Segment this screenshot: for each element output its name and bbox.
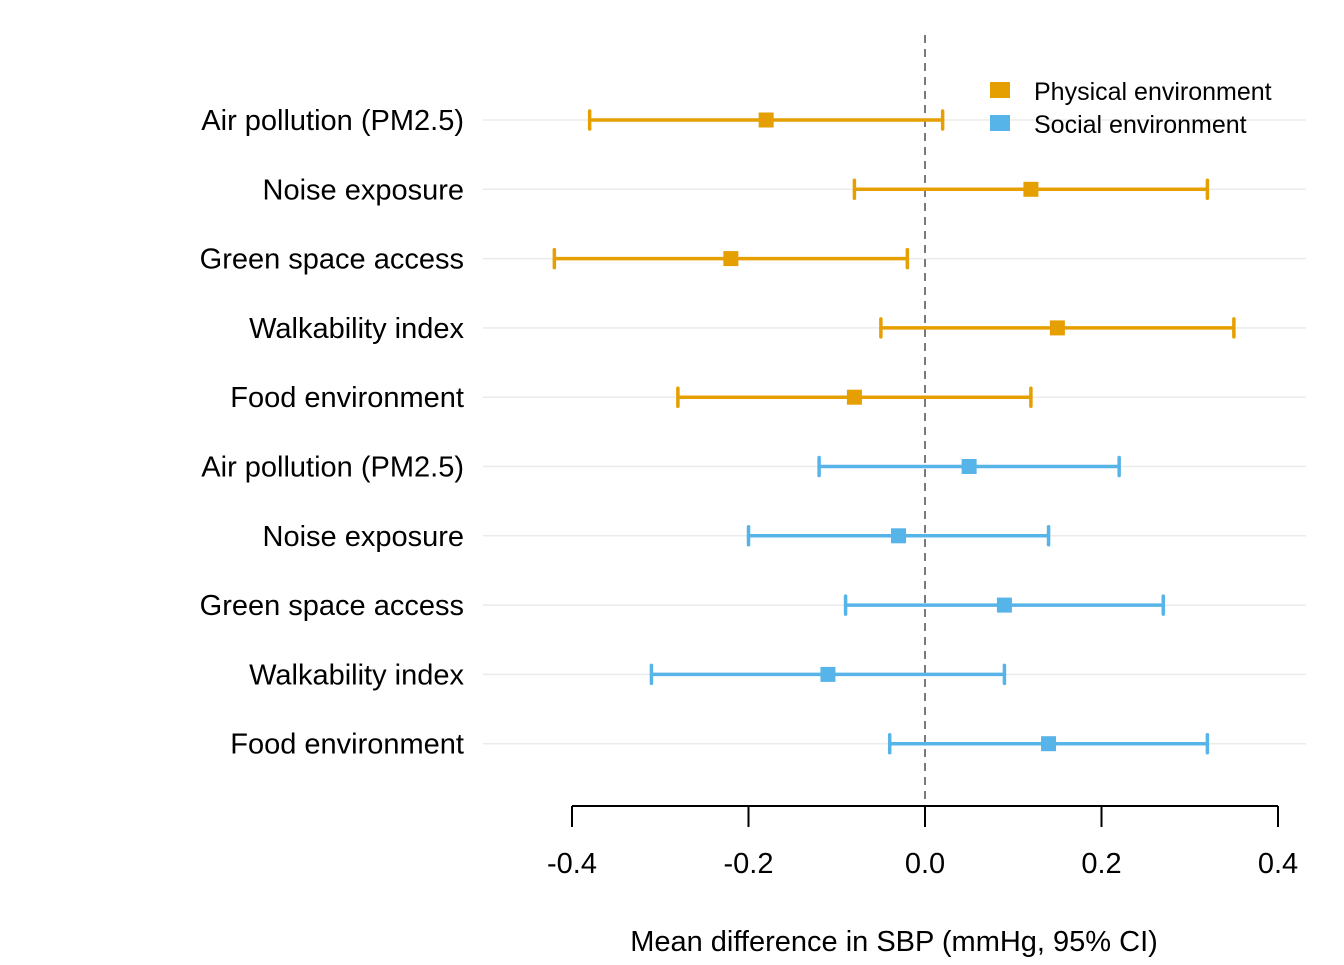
y-axis-label: Green space access: [200, 590, 464, 622]
x-tick-label: 0.0: [905, 848, 945, 880]
y-axis-label: Noise exposure: [263, 174, 465, 206]
estimate-row: [852, 178, 1210, 201]
x-tick-label: 0.2: [1081, 848, 1121, 880]
legend-item: Social environment: [990, 111, 1247, 139]
estimate-rows: [552, 109, 1236, 755]
x-tick-label: 0.4: [1258, 848, 1298, 880]
point-estimate: [996, 597, 1012, 613]
y-axis-labels: Air pollution (PM2.5) Noise exposure Green…: [200, 105, 465, 761]
estimate-row: [649, 663, 1007, 686]
estimate-row: [676, 386, 1033, 408]
y-axis-label: Walkability index: [249, 659, 464, 691]
legend-swatch: [990, 82, 1010, 98]
y-axis-label: Noise exposure: [263, 521, 465, 553]
legend: Physical environment Social environment: [990, 78, 1272, 139]
y-axis-label: Food environment: [230, 382, 464, 414]
point-estimate: [1041, 736, 1057, 752]
estimate-row: [817, 455, 1121, 478]
legend-label: Social environment: [1034, 111, 1247, 139]
x-tick-label: -0.2: [724, 848, 774, 880]
point-estimate: [891, 528, 907, 544]
estimate-row: [552, 247, 910, 270]
y-axis-label: Walkability index: [249, 313, 464, 345]
y-axis-label: Food environment: [230, 729, 464, 761]
point-estimate: [723, 251, 739, 267]
legend-item: Physical environment: [990, 78, 1272, 106]
estimate-row: [587, 109, 945, 131]
x-tick-label: -0.4: [547, 848, 597, 880]
point-estimate: [1049, 320, 1065, 336]
y-axis-label: Air pollution (PM2.5): [201, 452, 464, 484]
point-estimate: [820, 666, 836, 682]
point-estimate: [758, 112, 774, 128]
estimate-row: [887, 732, 1210, 755]
x-axis-title: Mean difference in SBP (mmHg, 95% CI): [630, 926, 1158, 958]
point-estimate: [961, 459, 977, 474]
y-axis-label: Air pollution (PM2.5): [201, 105, 464, 137]
estimate-row: [746, 525, 1051, 547]
gridlines: [483, 119, 1306, 745]
legend-label: Physical environment: [1034, 78, 1272, 106]
estimate-row: [879, 317, 1236, 339]
x-axis: -0.4 -0.2 0.0 0.2 0.4: [547, 805, 1298, 880]
y-axis-label: Green space access: [200, 244, 464, 276]
legend-swatch: [990, 115, 1010, 131]
estimate-row: [843, 594, 1166, 616]
point-estimate: [846, 389, 862, 405]
point-estimate: [1023, 181, 1039, 197]
